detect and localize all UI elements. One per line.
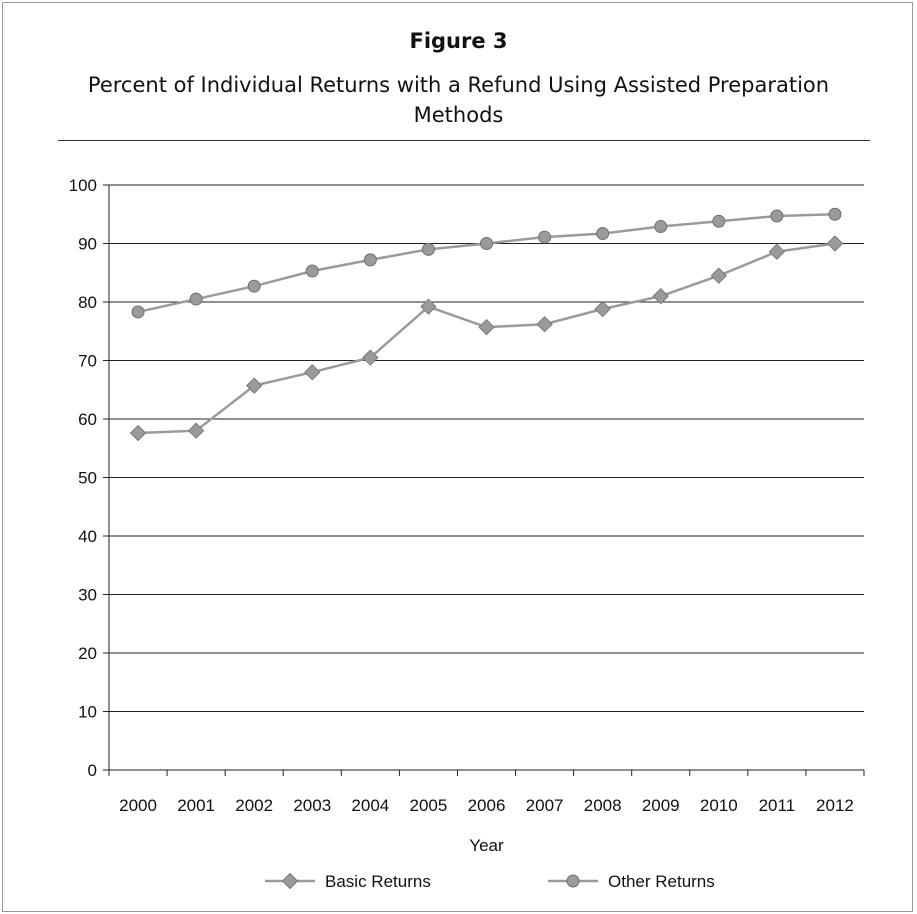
- data-point-circle: [247, 279, 261, 293]
- legend-label: Basic Returns: [325, 872, 431, 891]
- y-tick-label: 30: [78, 586, 97, 605]
- legend-label: Other Returns: [608, 872, 715, 891]
- figure-label: Figure 3: [409, 29, 508, 53]
- data-point-diamond: [768, 243, 786, 260]
- data-point-diamond: [187, 422, 205, 439]
- y-tick-label: 100: [69, 176, 97, 195]
- data-point-diamond: [129, 424, 147, 442]
- x-tick-label: 2011: [759, 796, 796, 815]
- data-point-circle: [654, 220, 668, 234]
- data-point-circle: [712, 214, 726, 228]
- y-tick-label: 80: [78, 293, 97, 312]
- data-point-circle: [538, 230, 552, 244]
- x-tick-label: 2001: [177, 796, 215, 815]
- x-tick-label: 2007: [526, 796, 564, 815]
- data-point-circle: [363, 253, 377, 267]
- data-point-diamond: [304, 363, 321, 381]
- data-point-diamond: [362, 349, 379, 366]
- y-tick-label: 20: [78, 644, 97, 663]
- data-point-circle: [596, 227, 610, 241]
- title-divider: [58, 140, 870, 141]
- y-tick-label: 50: [78, 469, 97, 488]
- chart-title: Percent of Individual Returns with a Ref…: [87, 73, 830, 127]
- x-tick-label: 2004: [351, 796, 389, 815]
- y-tick-label: 90: [78, 235, 97, 254]
- x-tick-label: 2012: [816, 796, 854, 815]
- x-tick-label: 2010: [700, 796, 738, 815]
- x-axis-title: Year: [469, 836, 504, 855]
- data-point-diamond: [245, 377, 263, 394]
- data-point-diamond: [478, 318, 495, 336]
- x-tick-label: 2006: [468, 796, 506, 815]
- data-point-diamond: [652, 287, 669, 305]
- data-point-circle: [480, 237, 493, 250]
- x-tick-label: 2009: [642, 796, 680, 815]
- data-point-circle: [770, 209, 784, 223]
- legend-marker-diamond: [281, 872, 299, 890]
- y-tick-label: 70: [78, 352, 97, 371]
- x-tick-label: 2003: [293, 796, 331, 815]
- y-tick-label: 10: [78, 703, 97, 722]
- data-point-circle: [131, 305, 145, 319]
- x-tick-label: 2008: [584, 796, 622, 815]
- data-point-circle: [421, 242, 435, 256]
- data-point-diamond: [420, 298, 437, 315]
- data-point-diamond: [594, 300, 611, 318]
- y-tick-label: 60: [78, 410, 97, 429]
- data-point-circle: [189, 292, 203, 306]
- y-tick-label: 40: [78, 527, 97, 546]
- data-point-diamond: [826, 235, 844, 252]
- data-point-circle: [305, 264, 319, 278]
- x-tick-label: 2005: [410, 796, 448, 815]
- series-line-2: [137, 213, 835, 314]
- x-tick-label: 2000: [119, 796, 157, 815]
- data-point-diamond: [710, 267, 728, 284]
- legend-marker-circle: [566, 874, 580, 888]
- x-tick-label: 2002: [235, 796, 273, 815]
- series-line-1: [137, 242, 836, 435]
- data-point-diamond: [536, 316, 553, 333]
- data-point-circle: [828, 207, 842, 221]
- y-tick-label: 0: [88, 761, 97, 780]
